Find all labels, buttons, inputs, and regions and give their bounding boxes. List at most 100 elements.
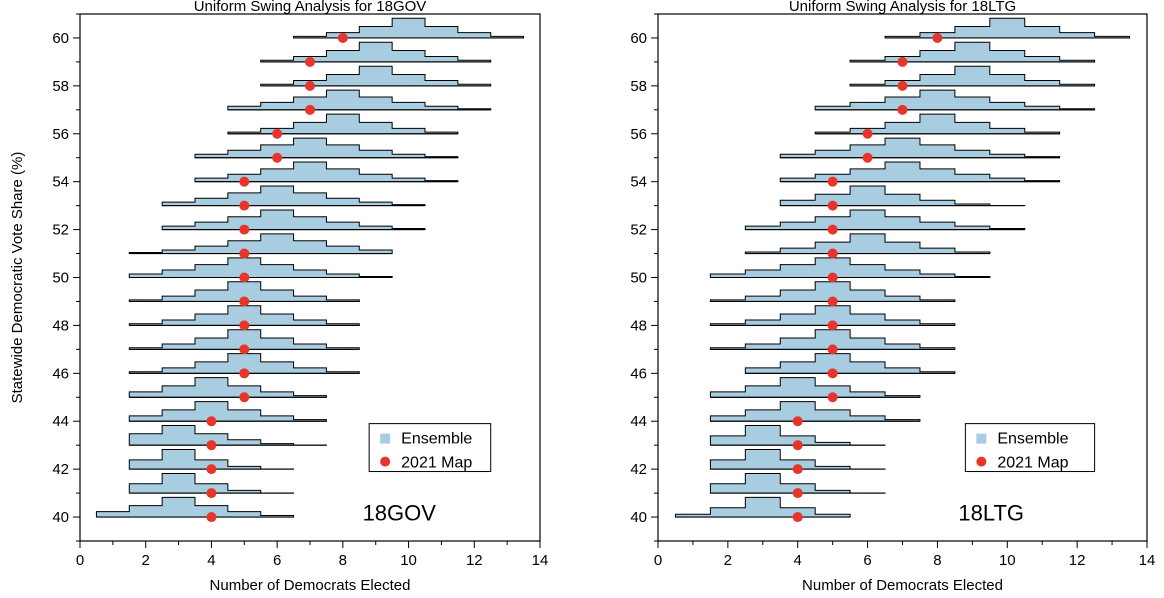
map-2021-point xyxy=(206,512,217,523)
y-tick-label: 42 xyxy=(52,461,69,478)
map-2021-point xyxy=(239,200,250,211)
legend-map-swatch xyxy=(976,456,987,467)
ensemble-histogram xyxy=(709,401,921,422)
x-tick-label: 10 xyxy=(999,552,1016,569)
x-tick-label: 0 xyxy=(654,552,662,569)
y-tick-label: 60 xyxy=(630,30,647,47)
ensemble-histogram xyxy=(884,17,1131,39)
map-2021-point xyxy=(827,248,838,259)
swing-row-41 xyxy=(709,472,886,499)
chart-title: Uniform Swing Analysis for 18LTG xyxy=(789,0,1016,15)
map-2021-point xyxy=(862,152,873,163)
y-tick-label: 54 xyxy=(630,174,647,191)
legend-map-label: 2021 Map xyxy=(401,455,472,472)
x-axis-label: Number of Democrats Elected xyxy=(802,577,1003,594)
swing-row-53 xyxy=(779,185,1026,211)
ensemble-histogram xyxy=(194,137,459,159)
ensemble-histogram xyxy=(709,305,956,326)
map-2021-point xyxy=(792,440,803,451)
map-2021-point xyxy=(239,176,250,187)
swing-row-44 xyxy=(709,401,921,427)
swing-row-48 xyxy=(128,305,360,331)
ensemble-histogram xyxy=(128,425,327,446)
ensemble-histogram xyxy=(293,17,525,39)
ensemble-histogram xyxy=(779,137,1061,159)
map-2021-point xyxy=(305,56,315,67)
swing-row-42 xyxy=(128,448,295,475)
ensemble-histogram xyxy=(779,161,1061,183)
map-2021-point xyxy=(792,512,803,523)
ensemble-histogram xyxy=(128,257,393,278)
map-2021-point xyxy=(897,80,908,91)
map-2021-point xyxy=(827,320,838,331)
ensemble-histogram xyxy=(709,329,956,350)
y-tick-label: 46 xyxy=(52,365,69,382)
map-2021-point xyxy=(897,104,908,115)
ensemble-histogram xyxy=(128,401,327,422)
ensemble-histogram xyxy=(260,65,492,87)
y-tick-label: 58 xyxy=(52,78,69,95)
swing-row-52 xyxy=(161,209,426,235)
map-2021-point xyxy=(337,32,348,43)
ensemble-histogram xyxy=(814,89,1096,111)
y-tick-label: 40 xyxy=(630,509,647,526)
ensemble-histogram xyxy=(128,281,360,302)
ensemble-histogram xyxy=(128,353,360,374)
ensemble-histogram xyxy=(849,65,1096,87)
ensemble-histogram xyxy=(779,185,1026,207)
swing-row-47 xyxy=(128,329,360,355)
map-2021-point xyxy=(792,464,803,475)
legend-map-swatch xyxy=(380,456,391,467)
inset-label: 18GOV xyxy=(363,501,437,526)
map-2021-point xyxy=(206,416,217,427)
swing-row-43 xyxy=(709,425,886,451)
ensemble-histogram xyxy=(260,41,492,63)
swing-row-46 xyxy=(128,353,360,379)
map-2021-point xyxy=(827,344,838,355)
legend-ensemble-swatch xyxy=(380,433,391,444)
swing-row-46 xyxy=(744,353,956,379)
map-2021-point xyxy=(239,392,250,403)
swing-row-55 xyxy=(779,137,1061,163)
x-tick-label: 0 xyxy=(76,552,84,569)
map-2021-point xyxy=(827,176,838,187)
x-tick-label: 12 xyxy=(1069,552,1086,569)
ensemble-histogram xyxy=(709,377,921,398)
ensemble-histogram xyxy=(227,89,492,111)
y-tick-label: 54 xyxy=(52,174,69,191)
ensemble-histogram xyxy=(161,185,426,207)
ensemble-histogram xyxy=(128,329,360,350)
y-tick-label: 48 xyxy=(52,317,69,334)
ensemble-histogram xyxy=(161,209,426,231)
x-tick-label: 4 xyxy=(207,552,215,569)
swing-row-54 xyxy=(194,161,459,187)
x-tick-label: 2 xyxy=(724,552,732,569)
swing-row-51 xyxy=(744,233,991,259)
swing-row-59 xyxy=(849,41,1096,67)
swing-row-40 xyxy=(674,496,851,523)
ensemble-histogram xyxy=(128,377,327,398)
ensemble-histogram xyxy=(709,281,956,302)
map-2021-point xyxy=(239,296,250,307)
ensemble-histogram xyxy=(744,209,1026,231)
swing-row-55 xyxy=(194,137,459,163)
swing-row-42 xyxy=(709,448,886,475)
swing-row-56 xyxy=(227,113,459,139)
swing-row-59 xyxy=(260,41,492,67)
map-2021-point xyxy=(206,464,217,475)
y-tick-label: 58 xyxy=(630,78,647,95)
y-tick-label: 44 xyxy=(630,413,647,430)
y-tick-label: 50 xyxy=(52,270,69,287)
swing-row-57 xyxy=(227,89,492,115)
swing-row-50 xyxy=(128,257,393,283)
map-2021-point xyxy=(239,224,250,235)
swing-row-44 xyxy=(128,401,327,427)
ensemble-histogram xyxy=(709,472,886,494)
swing-row-48 xyxy=(709,305,956,331)
legend-ensemble-label: Ensemble xyxy=(997,431,1068,448)
y-tick-label: 56 xyxy=(52,126,69,143)
legend-ensemble-label: Ensemble xyxy=(401,431,472,448)
x-tick-label: 14 xyxy=(1139,552,1156,569)
swing-row-53 xyxy=(161,185,426,211)
